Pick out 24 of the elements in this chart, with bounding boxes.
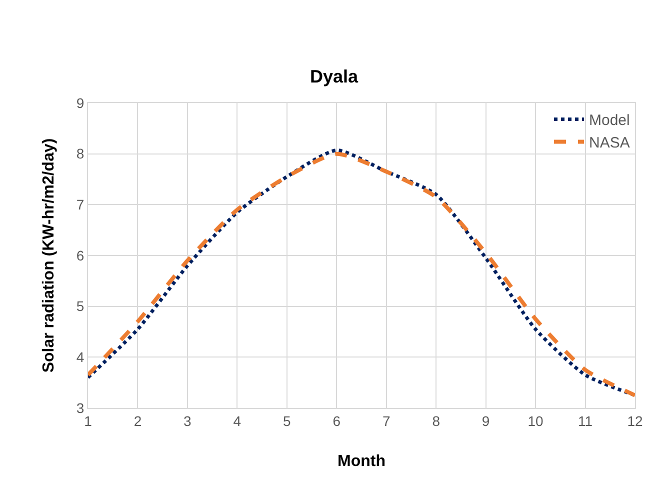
- x-tick-label: 5: [283, 412, 292, 429]
- x-tick-label: 1: [84, 412, 92, 429]
- y-tick-label: 4: [76, 349, 84, 366]
- x-tick-label: 11: [578, 412, 593, 429]
- x-tick-label: 2: [134, 412, 142, 429]
- y-tick-label: 5: [76, 298, 84, 314]
- x-tick-label: 7: [382, 412, 390, 429]
- legend-label: NASA: [589, 134, 630, 152]
- x-tick-label: 6: [332, 412, 341, 429]
- x-tick-label: 3: [184, 412, 192, 429]
- y-tick-label: 7: [76, 196, 84, 213]
- x-tick-label: 4: [233, 412, 242, 429]
- x-tick-label: 12: [627, 412, 643, 429]
- y-tick-label: 8: [76, 146, 84, 162]
- y-tick-label: 6: [76, 247, 84, 264]
- x-tick-label: 8: [432, 412, 440, 429]
- x-tick-label: 9: [482, 412, 490, 429]
- y-axis-title: Solar radiation (KW-hr/m2/day): [40, 138, 58, 373]
- legend-label: Model: [589, 112, 630, 130]
- y-tick-label: 3: [76, 400, 84, 416]
- x-axis-title: Month: [338, 453, 386, 470]
- chart-title: Dyala: [310, 66, 359, 87]
- y-tick-label: 9: [76, 94, 84, 111]
- x-tick-label: 10: [528, 412, 544, 429]
